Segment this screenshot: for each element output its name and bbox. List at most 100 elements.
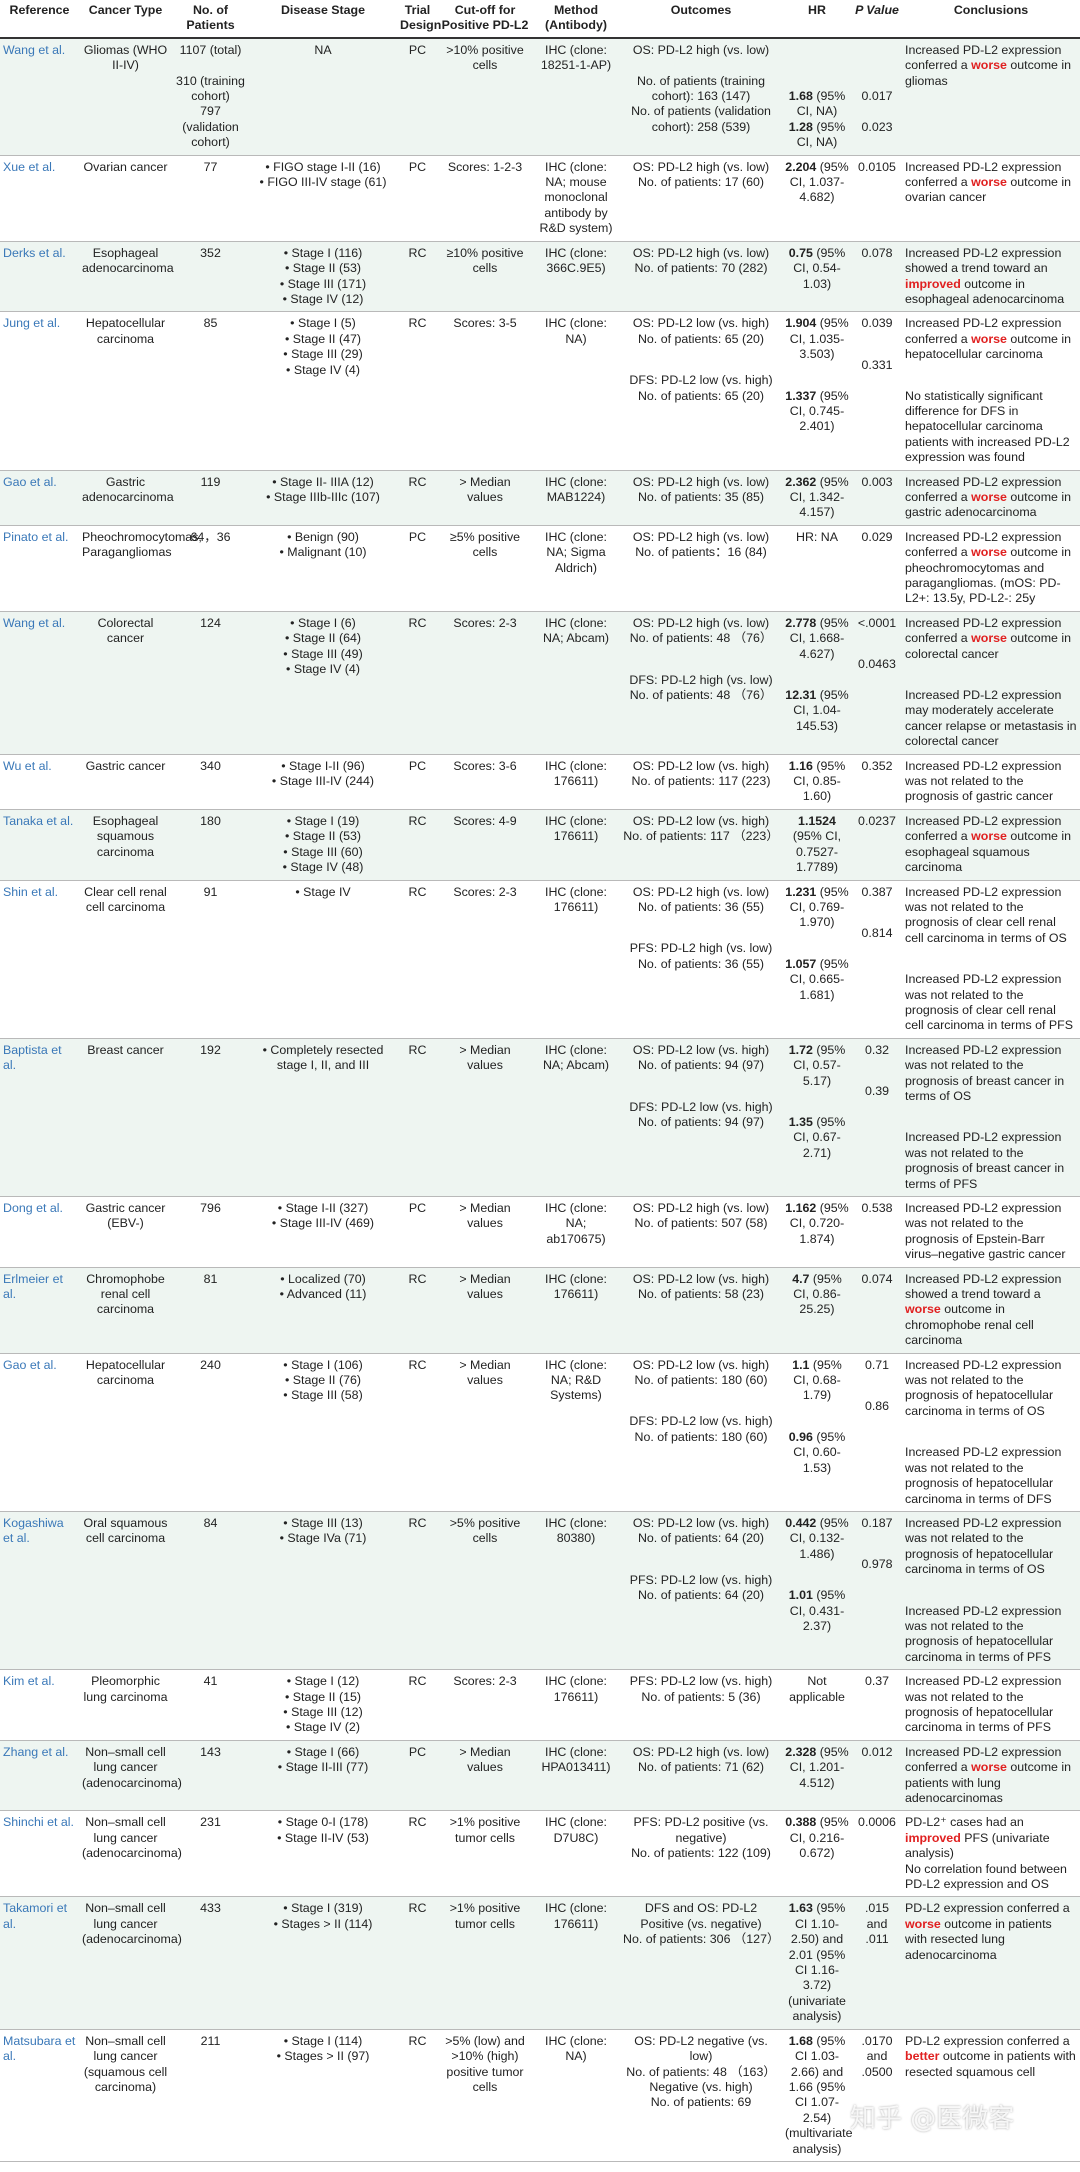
outcomes-cell: OS: PD-L2 low (vs. high) No. of patients… — [620, 1038, 782, 1198]
outcome-text: No. of patients (validation cohort): 258… — [631, 104, 771, 134]
stage-text: Stage I (319) — [291, 1901, 363, 1916]
trial-design-cell: RC — [397, 241, 438, 313]
hr-estimate: 2.328 — [785, 1744, 817, 1759]
conclusion-cell: Increased PD-L2 expression conferred a w… — [902, 1740, 1080, 1812]
stage-text: Stage II-IV (53) — [284, 1830, 369, 1845]
outcomes-cell: OS: PD-L2 low (vs. high) No. of patients… — [620, 1353, 782, 1512]
stage-text: Stage IV (4) — [293, 662, 360, 677]
reference-cell: Wang et al. — [0, 611, 79, 755]
disease-stage-cell: • Stage I (66) • Stage II-III (77) — [249, 1740, 397, 1812]
method-cell: IHC (clone: 80380) — [532, 1511, 620, 1671]
reference-cell: Matsubara et al. — [0, 2029, 79, 2162]
text-fragment: Increased PD-L2 expression conferred a — [905, 615, 1062, 646]
stage-item: • Stage IV (4) — [252, 363, 394, 378]
conclusion-cell: Increased PD-L2 expression conferred a w… — [902, 470, 1080, 526]
text-fragment: Increased PD-L2 expression was not relat… — [905, 1042, 1065, 1103]
hr-value: 1.01 (95% CI, 0.431-2.37) — [785, 1588, 849, 1634]
bullet-icon: • — [283, 2033, 292, 2048]
hr-estimate: 1.16 — [788, 758, 813, 773]
table-row: Shinchi et al. Non–small cell lung cancer… — [0, 1810, 1080, 1898]
hr-estimate: 1.162 — [785, 1201, 817, 1215]
bullet-icon: • — [286, 662, 294, 677]
patients-cell: 119 — [172, 470, 249, 526]
stage-text: Stage IIIb-IIIc (107) — [273, 489, 380, 504]
hr-cell: 1.16 (95% CI, 0.85-1.60) — [782, 754, 852, 810]
bullet-icon: • — [283, 347, 292, 362]
bullet-icon: • — [286, 1674, 295, 1689]
bullet-icon: • — [277, 1201, 286, 1215]
hr-estimate: 2.204 — [785, 159, 817, 174]
stage-text: Stage I (114) — [291, 2033, 363, 2048]
p-value-cell: 0.039 0.331 — [852, 311, 902, 471]
reference-cell: Wu et al. — [0, 754, 79, 810]
bullet-icon: • — [281, 758, 289, 773]
stage-item: • Stage III (29) — [252, 347, 394, 362]
stage-text: Stage II (47) — [292, 331, 361, 346]
hr-estimate: 0.75 — [788, 245, 813, 260]
text-fragment: Increased PD-L2 expression was not relat… — [905, 1201, 1066, 1262]
cutoff-cell: > Median values — [438, 1038, 532, 1198]
stage-text: Stage III (58) — [291, 1388, 363, 1403]
highlight-word: worse — [971, 631, 1007, 646]
stage-item: • Stage IV (12) — [252, 292, 394, 307]
table-row: Jung et al. Hepatocellular carcinoma 85 • S… — [0, 311, 1080, 471]
conclusion-block: Increased PD-L2 expression may moderatel… — [905, 688, 1077, 750]
reference-cell: Jung et al. — [0, 311, 79, 471]
table-row: Wang et al. Colorectal cancer 124 • Stage I… — [0, 611, 1080, 755]
text-fragment: outcome in colorectal cancer — [905, 631, 1071, 661]
hr-estimate: 1.28 — [788, 119, 813, 134]
hr-value: 2.778 (95% CI, 1.668-4.627) — [785, 616, 849, 662]
table-row: Takamori et al. Non–small cell lung cance… — [0, 1896, 1080, 2030]
reference-cell: Gao et al. — [0, 470, 79, 526]
text-fragment: Increased PD-L2 expression conferred a — [905, 1744, 1062, 1775]
p-value-cell: 0.352 — [852, 754, 902, 810]
trial-design-cell: PC — [397, 1740, 438, 1812]
table-row: Kogashiwa et al. Oral squamous cell carci… — [0, 1511, 1080, 1671]
reference-cell: Derks et al. — [0, 241, 79, 313]
outcomes-cell: OS: PD-L2 high (vs. low) No. of patients… — [620, 525, 782, 612]
p-value: 0.012 — [861, 1744, 893, 1759]
hr-cell: Not applicable — [782, 1669, 852, 1741]
table-row: Wang et al. Gliomas (WHO II-IV) 1107 (tota… — [0, 37, 1080, 156]
hr-ci: (95% CI, 0.769-1.970) — [789, 884, 849, 930]
p-value: 0.0463 — [858, 657, 896, 672]
stage-item: • Stage I-II (96) — [252, 759, 394, 774]
disease-stage-cell: • Stage I (116) • Stage II (53) • Stage II… — [249, 241, 397, 313]
stage-item: • Stages > II (97) — [252, 2049, 394, 2064]
hr-estimate: 0.442 — [785, 1515, 817, 1530]
p-value: 0.978 — [861, 1557, 893, 1572]
p-value-cell: 0.012 — [852, 1740, 902, 1812]
cancer-type-cell: Esophageal adenocarcinoma — [79, 241, 174, 313]
p-value-cell: 0.71 0.86 — [852, 1353, 902, 1512]
p-value-cell: .015 and .011 — [852, 1896, 902, 2030]
patients-cell: 180 — [172, 809, 249, 881]
hr-value: 1.68 (95% CI 1.03-2.66) and 1.66 (95% CI… — [785, 2034, 852, 2157]
highlight-word: worse — [971, 1760, 1007, 1775]
disease-stage-cell: • Stage I-II (327) • Stage III-IV (469) — [249, 1196, 397, 1268]
stage-text: Stage I-II (96) — [289, 758, 365, 773]
cutoff-cell: Scores: 2-3 — [438, 1669, 532, 1741]
p-value-cell: 0.078 — [852, 241, 902, 313]
method-cell: IHC (clone: 176611) — [532, 1267, 620, 1354]
bullet-icon: • — [286, 362, 294, 377]
trial-design-cell: RC — [397, 470, 438, 526]
outcome-text: OS: PD-L2 high (vs. low) No. of patients… — [629, 615, 773, 646]
outcomes-cell: OS: PD-L2 negative (vs. low) No. of pati… — [620, 2029, 782, 2162]
bullet-icon: • — [262, 1042, 271, 1057]
stage-item: • Stage II (64) — [252, 631, 394, 646]
stage-text: Stages > II (97) — [284, 2049, 370, 2064]
outcomes-cell: OS: PD-L2 low (vs. high) No. of patients… — [620, 809, 782, 881]
cutoff-cell: > Median values — [438, 1196, 532, 1268]
bullet-icon: • — [285, 331, 293, 346]
p-value: 0.187 — [861, 1515, 893, 1530]
hr-cell: 1.68 (95% CI, NA) 1.28 (95% CI, NA) — [782, 37, 852, 156]
reference-cell: Xue et al. — [0, 155, 79, 242]
p-value-cell: <.0001 0.0463 — [852, 611, 902, 755]
hr-ci: (95% CI, 1.037-4.682) — [789, 159, 849, 205]
stage-item: • Localized (70) — [252, 1272, 394, 1287]
cancer-type-cell: Gliomas (WHO II-IV) — [79, 37, 172, 156]
outcomes-cell: OS: PD-L2 high (vs. low) No. of patients… — [620, 155, 782, 242]
stage-item: • Stage IV (2) — [252, 1720, 394, 1735]
trial-design-cell: PC — [397, 155, 438, 242]
bullet-icon: • — [279, 1531, 288, 1546]
